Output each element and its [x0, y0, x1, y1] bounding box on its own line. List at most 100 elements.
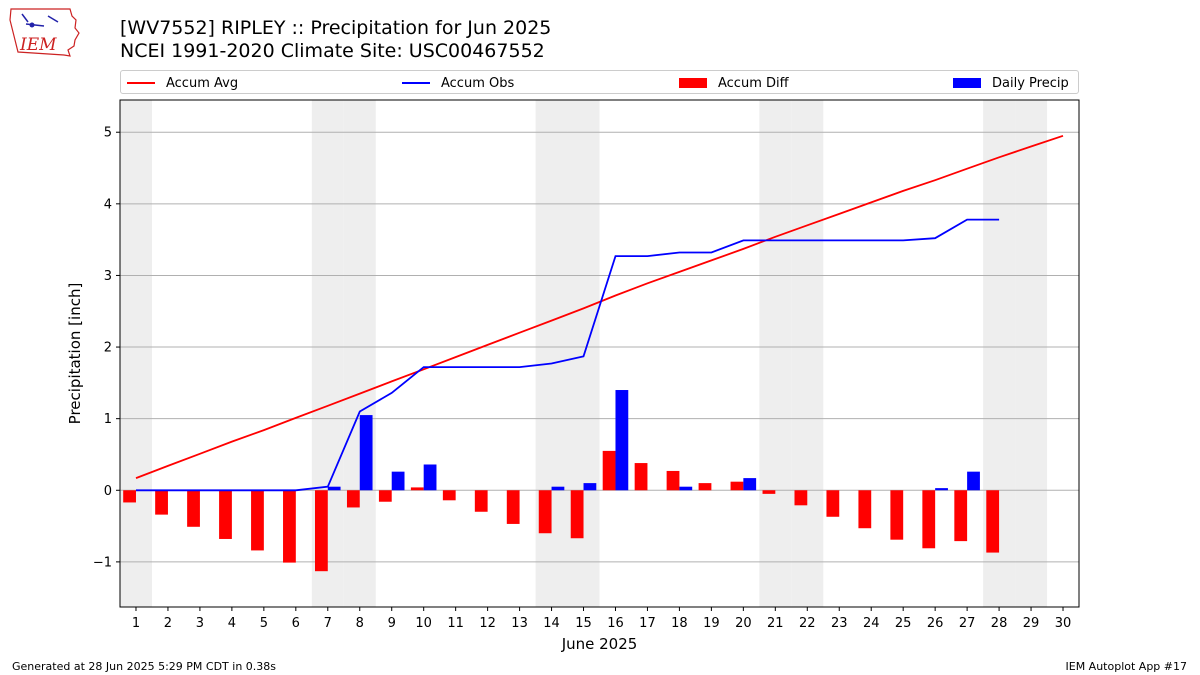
weekend-band-day-8: [343, 100, 376, 607]
accum-diff-bar-day-28: [986, 490, 1000, 553]
accum-diff-bar-day-20: [730, 481, 744, 491]
legend-swatch: [402, 82, 430, 84]
accum-diff-bar-day-7: [314, 490, 328, 572]
accum-diff-bar-day-24: [858, 490, 872, 529]
footer-app: IEM Autoplot App #17: [1065, 660, 1188, 673]
x-tick-label: 2: [164, 616, 172, 631]
daily-precip-bar-day-27: [967, 471, 980, 491]
x-tick-label: 12: [479, 616, 496, 631]
weekend-band-day-1: [120, 100, 152, 607]
x-tick-label: 20: [735, 616, 752, 631]
x-tick-label: 7: [324, 616, 332, 631]
chart-title: [WV7552] RIPLEY :: Precipitation for Jun…: [120, 17, 552, 39]
accum-avg-line: [135, 134, 1064, 479]
daily-precip-bar-day-26: [935, 488, 948, 491]
x-tick-label: 11: [447, 616, 464, 631]
weekend-band-day-22: [791, 100, 824, 607]
accum-obs-line: [136, 218, 1000, 492]
x-tick-label: 17: [639, 616, 656, 631]
accum-diff-bar-day-2: [155, 490, 168, 515]
y-tick-label: 2: [104, 341, 112, 356]
chart-subtitle: NCEI 1991-2020 Climate Site: USC00467552: [120, 40, 545, 62]
grid-lines: [120, 131, 1079, 563]
y-tick-label: 0: [104, 484, 112, 499]
y-tick-label: −1: [93, 555, 112, 570]
daily-precip-bar-day-7: [327, 486, 341, 491]
legend-label: Accum Diff: [718, 75, 789, 91]
accum-diff-bar-day-23: [826, 490, 840, 517]
daily-precip-bar-day-20: [743, 478, 757, 491]
x-tick-label: 10: [415, 616, 432, 631]
legend-item-accum-obs: Accum Obs: [402, 74, 514, 92]
accum-diff-bar-day-27: [954, 490, 968, 542]
x-tick-label: 21: [767, 616, 784, 631]
legend-item-daily-precip: Daily Precip: [953, 74, 1069, 92]
legend-item-accum-avg: Accum Avg: [127, 74, 238, 92]
accum-diff-bar-day-3: [187, 490, 200, 527]
legend-item-accum-diff: Accum Diff: [679, 74, 789, 92]
x-tick-label: 29: [1023, 616, 1040, 631]
accum-diff-bar-day-21: [762, 490, 776, 494]
x-axis-label: June 2025: [561, 635, 638, 653]
accum-diff-bar-day-13: [506, 490, 520, 524]
accum-diff-bar-day-25: [890, 490, 904, 540]
legend-label: Daily Precip: [992, 75, 1069, 91]
legend-swatch: [953, 78, 981, 88]
x-tick-label: 14: [543, 616, 560, 631]
accum-diff-bar-day-5: [251, 490, 264, 551]
iowa-map-icon: IEM: [9, 8, 80, 57]
x-tick-label: 15: [575, 616, 592, 631]
x-tick-label: 28: [991, 616, 1008, 631]
footer-generated: Generated at 28 Jun 2025 5:29 PM CDT in …: [12, 660, 277, 673]
x-tick-label: 8: [356, 616, 364, 631]
x-tick-label: 22: [799, 616, 816, 631]
daily-precip-bar-day-8: [359, 415, 373, 491]
x-tick-label: 30: [1055, 616, 1072, 631]
accum-diff-bar-day-16: [602, 450, 616, 491]
legend-swatch: [127, 82, 155, 84]
y-tick-label: 4: [104, 197, 112, 212]
accum-diff-bar-day-4: [219, 490, 232, 539]
daily-precip-bar-day-18: [679, 486, 693, 491]
accum-diff-bar-day-17: [634, 463, 648, 491]
daily-precip-bar-day-15: [583, 483, 597, 491]
accum-diff-bar-day-26: [922, 490, 936, 549]
x-tick-label: 23: [831, 616, 848, 631]
x-tick-label: 16: [607, 616, 624, 631]
accum-diff-bar-day-12: [474, 490, 488, 512]
weekend-band-day-21: [759, 100, 792, 607]
bars-layer: [123, 390, 1000, 572]
accum-diff-bar-day-15: [570, 490, 584, 539]
x-tick-label: 6: [292, 616, 300, 631]
accum-diff-bar-day-14: [538, 490, 552, 534]
daily-precip-bar-day-9: [391, 471, 405, 491]
accum-diff-bar-day-19: [698, 483, 712, 491]
accum-diff-bar-day-6: [283, 490, 296, 563]
x-tick-label: 18: [671, 616, 688, 631]
accum-diff-bar-day-8: [346, 490, 360, 508]
y-axis-label: Precipitation [inch]: [66, 283, 84, 425]
weekend-band-day-29: [1015, 100, 1048, 607]
x-tick-label: 9: [388, 616, 396, 631]
lines-layer: [135, 134, 1064, 492]
y-tick-label: 3: [104, 269, 112, 284]
accum-diff-bar-day-10: [410, 487, 424, 491]
daily-precip-bar-day-14: [551, 486, 565, 491]
x-tick-label: 4: [228, 616, 236, 631]
legend: Accum Avg Accum Obs Accum Diff Daily Pre…: [120, 70, 1079, 94]
daily-precip-bar-day-16: [615, 390, 629, 491]
x-tick-label: 5: [260, 616, 268, 631]
legend-label: Accum Obs: [441, 75, 515, 91]
logo-text: IEM: [19, 35, 57, 55]
x-tick-label: 26: [927, 616, 944, 631]
x-tick-label: 13: [511, 616, 528, 631]
accum-diff-bar-day-1: [123, 490, 136, 503]
x-tick-label: 3: [196, 616, 204, 631]
accum-diff-bar-day-18: [666, 470, 680, 491]
x-tick-label: 25: [895, 616, 912, 631]
x-tick-label: 27: [959, 616, 976, 631]
accum-diff-bar-day-9: [378, 490, 392, 502]
accum-diff-bar-day-22: [794, 490, 808, 506]
